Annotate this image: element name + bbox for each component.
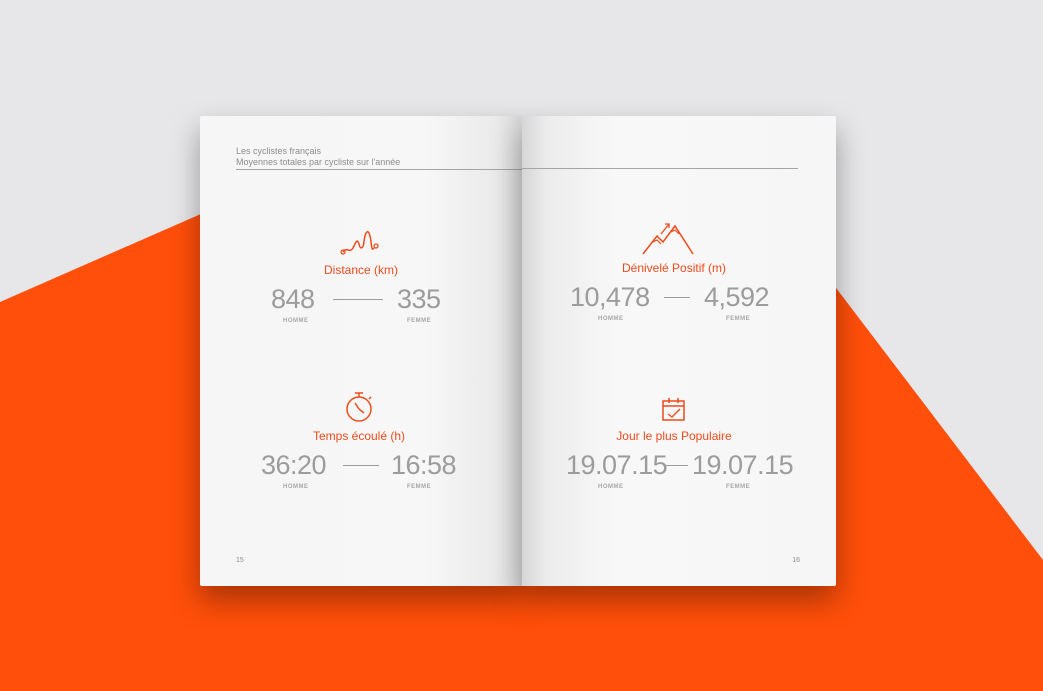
stat-temps: Temps écoulé (h) 36:20 16:58 HOMME FEMME: [209, 390, 509, 490]
stat-values: 848 335 HOMME FEMME: [211, 282, 511, 324]
page-number-left: 15: [236, 557, 244, 564]
calendar-icon: [662, 398, 685, 421]
stat-denivele: Dénivelé Positif (m) 10,478 4,592 HOMME …: [524, 220, 824, 322]
page-number-right: 16: [792, 557, 800, 564]
label-femme: FEMME: [726, 484, 751, 490]
stat-jour: Jour le plus Populaire 19.07.15 19.07.15…: [524, 396, 824, 490]
label-homme: HOMME: [283, 484, 309, 490]
value-homme: 36:20: [261, 450, 327, 480]
label-homme: HOMME: [283, 318, 309, 324]
mountain-arrow-icon: [642, 223, 694, 255]
left-page: Les cyclistes français Moyennes totales …: [200, 116, 522, 586]
stat-values: 19.07.15 19.07.15 HOMME FEMME: [524, 448, 824, 490]
right-page: Dénivelé Positif (m) 10,478 4,592 HOMME …: [522, 116, 836, 586]
value-homme: 19.07.15: [566, 450, 668, 480]
stat-title: Distance (km): [323, 263, 398, 277]
stat-values: 10,478 4,592 HOMME FEMME: [524, 280, 824, 322]
label-homme: HOMME: [598, 484, 624, 490]
separator-dash: [664, 297, 690, 298]
header-line-2: Moyennes totales par cycliste sur l'anné…: [236, 157, 401, 167]
value-femme: 335: [397, 284, 441, 314]
separator-dash: [343, 465, 379, 466]
stat-values: 36:20 16:58 HOMME FEMME: [209, 448, 509, 490]
label-homme: HOMME: [598, 316, 624, 322]
separator-dash: [664, 465, 688, 466]
header-line-1: Les cyclistes français: [236, 146, 322, 156]
stat-title: Dénivelé Positif (m): [621, 261, 727, 275]
separator-dash: [333, 299, 383, 300]
stopwatch-icon: [346, 392, 372, 422]
stat-title: Temps écoulé (h): [312, 429, 406, 443]
stat-title: Jour le plus Populaire: [616, 429, 732, 443]
route-squiggle-icon: [340, 230, 379, 255]
value-femme: 19.07.15: [692, 450, 794, 480]
value-femme: 4,592: [704, 282, 770, 312]
label-femme: FEMME: [407, 484, 432, 490]
stat-distance: Distance (km) 848 335 HOMME FEMME: [211, 224, 511, 324]
header-rule: [522, 168, 798, 169]
label-femme: FEMME: [407, 318, 432, 324]
value-femme: 16:58: [391, 450, 457, 480]
page-header: Les cyclistes français Moyennes totales …: [236, 146, 522, 170]
value-homme: 848: [271, 284, 315, 314]
label-femme: FEMME: [726, 316, 751, 322]
value-homme: 10,478: [570, 282, 650, 312]
